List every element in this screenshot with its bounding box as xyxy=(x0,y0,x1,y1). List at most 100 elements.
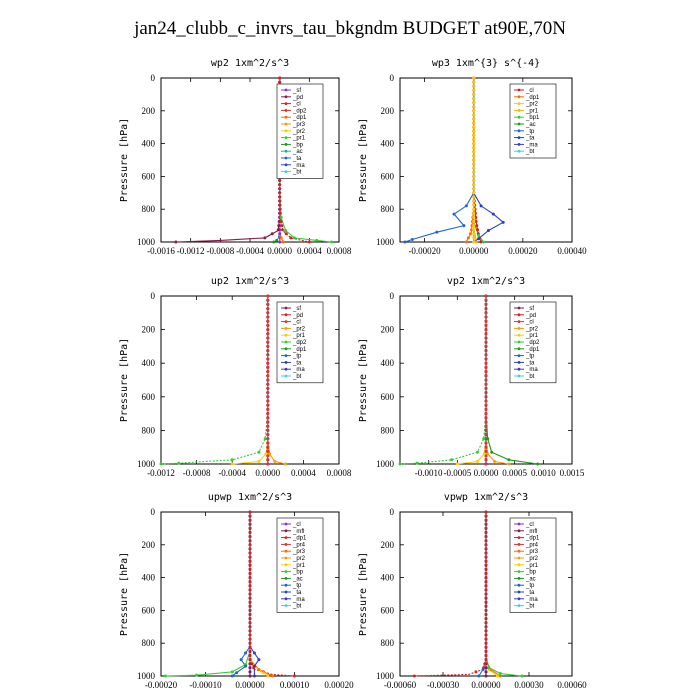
series-marker xyxy=(472,224,476,228)
legend-label: _bt xyxy=(292,170,302,176)
y-tick-label: 0 xyxy=(151,507,156,517)
series-marker xyxy=(452,212,456,216)
series-marker xyxy=(266,433,270,437)
series-marker xyxy=(477,237,481,241)
legend-marker xyxy=(517,320,521,323)
series-marker xyxy=(266,674,270,678)
series-marker xyxy=(472,170,476,174)
legend-label: _bt xyxy=(292,374,302,380)
legend-label: _ta xyxy=(292,360,302,366)
series-marker xyxy=(266,386,270,390)
series-marker xyxy=(278,191,282,195)
legend-marker xyxy=(284,529,288,533)
legend-label: _pd xyxy=(292,313,303,319)
y-tick-label: 1000 xyxy=(137,237,156,247)
series-marker xyxy=(248,617,252,621)
series-marker xyxy=(266,445,270,449)
legend-marker xyxy=(517,354,521,357)
x-tick-label: 0.0008 xyxy=(327,246,352,256)
series-marker xyxy=(464,204,468,208)
series-marker xyxy=(472,240,476,244)
legend-label: _pr2 xyxy=(292,326,306,332)
series-marker xyxy=(484,674,488,678)
legend-marker xyxy=(517,333,521,337)
series-marker xyxy=(266,302,270,306)
series-marker xyxy=(278,195,282,199)
legend-label: _pr4 xyxy=(525,542,539,548)
series-marker xyxy=(248,596,252,600)
legend-marker xyxy=(284,129,288,133)
legend-label: _bp xyxy=(292,142,304,148)
legend-marker xyxy=(517,536,521,539)
series-marker xyxy=(248,637,252,641)
y-tick-label: 1000 xyxy=(376,459,395,469)
legend-marker xyxy=(284,374,288,378)
y-tick-label: 600 xyxy=(381,392,395,402)
series-marker xyxy=(248,580,252,584)
series-marker xyxy=(486,437,490,441)
legend-marker xyxy=(284,597,288,601)
series-marker xyxy=(279,215,283,219)
legend-label: _bt xyxy=(525,149,535,155)
x-tick-label: -0.0012 xyxy=(177,246,205,256)
legend-label: _ma xyxy=(292,367,305,373)
legend-marker xyxy=(284,306,288,310)
panel-title: vp2 1xm^2/s^3 xyxy=(447,276,525,287)
series-marker xyxy=(484,332,488,336)
series-marker xyxy=(474,240,478,244)
y-tick-label: 200 xyxy=(381,325,395,335)
series-marker xyxy=(263,236,267,240)
series-marker xyxy=(257,450,261,454)
series-marker xyxy=(266,365,270,369)
y-tick-label: 400 xyxy=(381,573,395,583)
series-marker xyxy=(474,670,478,674)
plot-frame xyxy=(160,295,340,465)
legend-label: _dp2 xyxy=(292,108,307,114)
y-tick-label: 400 xyxy=(142,573,156,583)
legend-marker xyxy=(517,95,521,99)
series-marker xyxy=(248,567,252,571)
legend-marker xyxy=(517,327,521,330)
series-marker xyxy=(472,215,476,219)
series-marker xyxy=(279,236,283,240)
series-marker xyxy=(484,420,488,424)
series-marker xyxy=(278,240,282,244)
x-tick-label: -0.0008 xyxy=(206,246,234,256)
series-marker xyxy=(484,666,488,670)
series-marker xyxy=(484,633,488,637)
x-tick-label: 0.00000 xyxy=(235,680,265,690)
series-marker xyxy=(484,311,488,315)
series-marker xyxy=(507,462,511,466)
series-marker xyxy=(398,462,402,466)
series-marker xyxy=(278,199,282,203)
legend-marker xyxy=(284,122,288,126)
panel-title: wp2 1xm^2/s^3 xyxy=(211,58,289,69)
legend-marker xyxy=(284,367,288,371)
series-marker xyxy=(484,510,488,514)
x-tick-label: 0.0008 xyxy=(327,468,352,478)
series-line xyxy=(457,296,487,465)
x-tick-label: 0.00000 xyxy=(471,680,501,690)
series-marker xyxy=(284,462,288,466)
series-marker xyxy=(266,298,270,302)
series-marker xyxy=(484,670,488,674)
series-marker xyxy=(275,238,279,242)
series-marker xyxy=(472,158,476,162)
legend-marker xyxy=(517,347,521,351)
legend-marker xyxy=(284,543,288,546)
series-marker xyxy=(472,84,476,88)
series-marker xyxy=(257,658,261,662)
legend-marker xyxy=(284,115,288,119)
series-marker xyxy=(248,625,252,629)
series-marker xyxy=(484,559,488,563)
series-marker xyxy=(257,667,261,671)
y-axis-label: Pressure [hPa] xyxy=(358,338,369,422)
legend-label: _pr3 xyxy=(525,549,539,555)
y-tick-label: 0 xyxy=(390,291,395,301)
y-tick-label: 600 xyxy=(381,171,395,181)
legend-box xyxy=(509,83,557,159)
panel-title: vpwp 1xm^2/s^3 xyxy=(444,492,528,503)
y-tick-label: 800 xyxy=(381,204,395,214)
series-marker xyxy=(484,580,488,584)
